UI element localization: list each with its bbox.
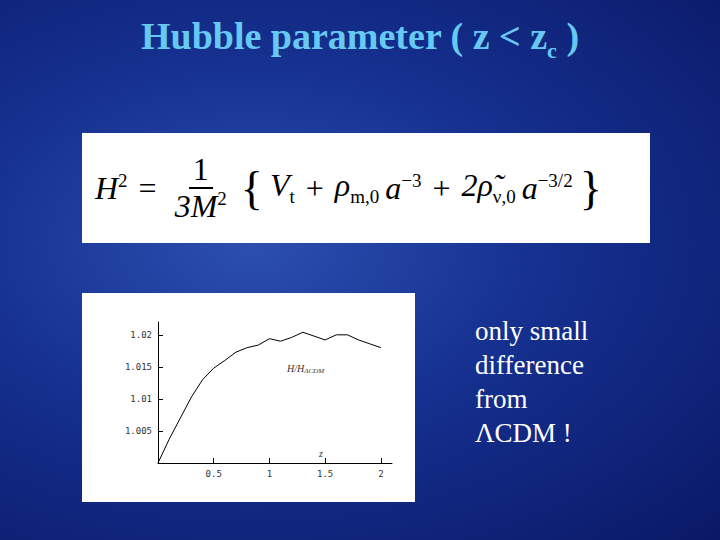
- svg-text:1.02: 1.02: [130, 330, 152, 340]
- svg-text:z: z: [318, 448, 323, 459]
- html-text:H2 =: H2 =: [95, 169, 157, 206]
- html-text:1: 1: [192, 150, 209, 187]
- html-text:only small: only small: [475, 316, 589, 346]
- html-text:Hubble parameter ( z < zc): Hubble parameter ( z < zc): [141, 15, 579, 63]
- svg-text:ΛCDM: ΛCDM: [303, 367, 325, 375]
- svg-text:1.01: 1.01: [130, 394, 152, 404]
- html-text:3M2: 3M2: [174, 188, 227, 224]
- html-text:ΛCDM !: ΛCDM !: [475, 418, 572, 448]
- svg-text:1.5: 1.5: [317, 469, 333, 479]
- svg-text:2: 2: [378, 469, 383, 479]
- svg-text:1: 1: [267, 469, 272, 479]
- svg-text:1.015: 1.015: [125, 362, 152, 372]
- svg-text:1.005: 1.005: [125, 426, 152, 436]
- html-text:{Vt + ρm,0 a−3 + 2ρ̃ν,0 a−3/2: {Vt + ρm,0 a−3 + 2ρ̃ν,0 a−3/2: [240, 162, 573, 214]
- html-text:from: from: [475, 384, 528, 414]
- svg-text:H/H: H/H: [286, 363, 305, 374]
- html-text:difference: difference: [475, 350, 584, 380]
- svg-text:0.5: 0.5: [206, 469, 222, 479]
